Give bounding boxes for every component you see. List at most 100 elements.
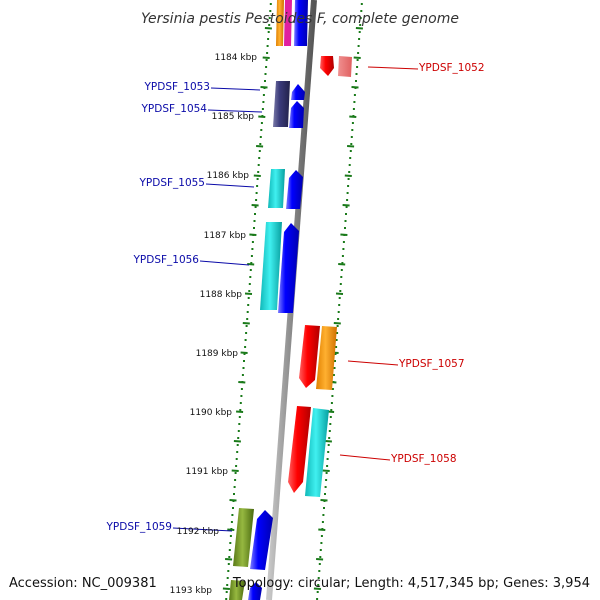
inner-guide-dot <box>249 269 252 271</box>
outer-guide-tick <box>351 86 359 89</box>
inner-guide-dot <box>262 94 265 96</box>
outer-guide-dot <box>331 388 334 390</box>
inner-guide-dot <box>230 521 233 523</box>
outer-guide-dot <box>325 472 328 474</box>
inner-guide-dot <box>245 325 248 327</box>
outer-guide-dot <box>337 318 340 320</box>
inner-guide-tick <box>244 292 253 295</box>
gene-ypdsf-1054[interactable] <box>289 84 305 128</box>
inner-guide-dot <box>245 332 248 334</box>
gene-label-ypdsf-1057[interactable]: YPDSF_1057 <box>398 358 465 370</box>
outer-guide-dot <box>353 101 356 103</box>
outer-guide-dot <box>336 332 339 334</box>
inner-guide-dot <box>232 507 234 509</box>
inner-guide-dot <box>246 318 249 320</box>
outer-guide-dot <box>324 493 326 495</box>
outer-guide-dot <box>340 269 343 271</box>
inner-guide-dot <box>257 164 260 166</box>
outer-guide-dot <box>346 199 349 201</box>
gene-ypdsf-1052[interactable] <box>320 56 352 77</box>
inner-guide-dot <box>265 59 268 61</box>
outer-guide-dot <box>329 423 332 425</box>
outer-guide-tick <box>316 558 324 561</box>
inner-guide-tick <box>242 322 250 325</box>
tick-label-1187: 1187 kbp <box>204 231 247 241</box>
inner-guide-tick <box>262 56 270 59</box>
outer-guide-tick <box>355 27 363 30</box>
outer-guide-dot <box>358 31 361 33</box>
accession-text: Accession: NC_009381 <box>9 576 157 591</box>
inner-guide-dot <box>253 220 256 222</box>
gene-label-ypdsf-1054[interactable]: YPDSF_1054 <box>140 103 207 115</box>
inner-guide-dot <box>255 199 258 201</box>
outer-guide-tick <box>313 587 321 590</box>
inner-guide-dot <box>237 430 240 432</box>
outer-guide-dot <box>360 3 363 5</box>
inner-guide-dot <box>238 416 241 418</box>
outer-guide-dot <box>351 129 354 131</box>
outer-guide-tick <box>318 528 326 531</box>
outer-guide-dot <box>326 465 329 467</box>
outer-guide-tick <box>320 499 328 502</box>
inner-guide-dot <box>236 451 239 453</box>
inner-guide-dot <box>225 598 228 600</box>
inner-guide-dot <box>260 129 263 131</box>
gene-ypdsf-1055[interactable] <box>268 169 303 209</box>
inner-guide-dot <box>259 136 262 138</box>
outer-guide-dot <box>359 17 362 19</box>
tick-label-1193: 1193 kbp <box>170 586 213 596</box>
partial-gene-top <box>276 0 308 46</box>
outer-guide-dot <box>328 437 331 439</box>
gene-ypdsf-1058[interactable] <box>288 406 329 497</box>
outer-guide-dot <box>348 171 351 173</box>
inner-guide-dot <box>234 472 237 474</box>
inner-guide-tick <box>225 558 233 561</box>
inner-guide-dot <box>239 409 242 411</box>
outer-guide-dot <box>333 367 336 369</box>
gene-ypdsf-1053[interactable] <box>273 81 290 127</box>
outer-guide-dot <box>334 353 337 355</box>
inner-guide-tick <box>227 528 235 531</box>
inner-guide-dot <box>248 283 251 285</box>
outer-guide-dot <box>323 507 325 509</box>
outer-guide-dot <box>332 374 335 376</box>
gene-label-ypdsf-1052[interactable]: YPDSF_1052 <box>418 62 485 74</box>
outer-guide-dot <box>342 248 345 250</box>
inner-guide-tick <box>240 351 248 354</box>
outer-guide-dot <box>356 59 359 61</box>
gene-label-ypdsf-1053[interactable]: YPDSF_1053 <box>143 81 210 93</box>
outer-guide-dot <box>335 346 338 348</box>
inner-guide-dot <box>231 514 234 516</box>
outer-guide-dot <box>327 444 330 446</box>
inner-guide-dot <box>268 17 271 19</box>
outer-guide-dot <box>353 94 356 96</box>
outer-guide-dot <box>360 10 363 12</box>
outer-guide-dot <box>329 416 332 418</box>
gene-label-ypdsf-1058[interactable]: YPDSF_1058 <box>390 453 457 465</box>
outer-guide-dot <box>341 262 344 264</box>
outer-guide-dot <box>355 80 357 82</box>
gene-label-ypdsf-1056[interactable]: YPDSF_1056 <box>132 254 199 266</box>
outer-guide-dot <box>320 542 323 544</box>
inner-guide-tick <box>222 587 230 590</box>
gene-ypdsf-1059[interactable] <box>233 508 273 570</box>
tick-label-1192: 1192 kbp <box>177 527 220 537</box>
inner-guide-tick <box>264 27 272 30</box>
inner-guide-dot <box>256 178 259 180</box>
inner-guide-dot <box>239 402 242 404</box>
gene-label-ypdsf-1055[interactable]: YPDSF_1055 <box>138 177 205 189</box>
outer-guide-dot <box>330 402 333 404</box>
inner-guide-dot <box>227 563 230 565</box>
inner-guide-tick <box>249 233 257 236</box>
gene-ypdsf-1056[interactable] <box>260 222 299 313</box>
gene-label-ypdsf-1059[interactable]: YPDSF_1059 <box>105 521 172 533</box>
outer-guide-tick <box>322 469 330 472</box>
outer-guide-tick <box>347 145 355 148</box>
inner-guide-dot <box>233 493 235 495</box>
outer-guide-dot <box>326 458 329 460</box>
gene-ypdsf-1057[interactable] <box>299 325 337 390</box>
tick-label-1188: 1188 kbp <box>200 290 243 300</box>
inner-guide-dot <box>243 353 246 355</box>
inner-guide-tick <box>236 410 244 413</box>
